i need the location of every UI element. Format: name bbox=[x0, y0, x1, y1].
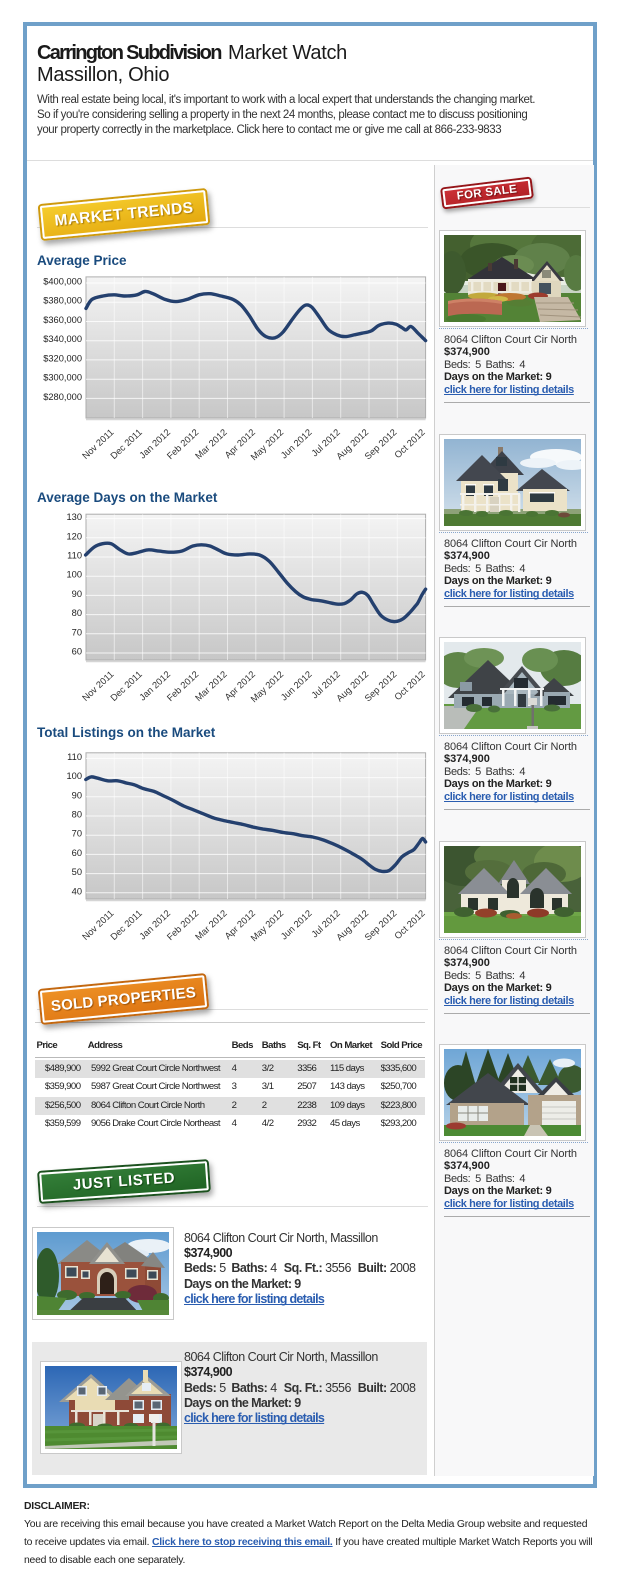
svg-text:50: 50 bbox=[72, 867, 82, 877]
svg-text:Jun 2012: Jun 2012 bbox=[279, 908, 314, 941]
svg-text:60: 60 bbox=[72, 848, 82, 858]
svg-text:$340,000: $340,000 bbox=[43, 334, 82, 344]
svg-text:Oct 2012: Oct 2012 bbox=[393, 908, 427, 941]
svg-text:100: 100 bbox=[66, 771, 82, 781]
svg-text:Oct 2012: Oct 2012 bbox=[393, 427, 427, 460]
svg-text:Jun 2012: Jun 2012 bbox=[279, 669, 314, 702]
svg-text:70: 70 bbox=[72, 627, 82, 637]
svg-text:Jun 2012: Jun 2012 bbox=[279, 427, 314, 460]
svg-text:90: 90 bbox=[72, 589, 82, 599]
svg-text:110: 110 bbox=[67, 551, 82, 561]
svg-text:$280,000: $280,000 bbox=[43, 392, 82, 402]
svg-text:$320,000: $320,000 bbox=[43, 353, 82, 363]
svg-text:130: 130 bbox=[66, 512, 82, 522]
svg-text:110: 110 bbox=[67, 752, 82, 762]
svg-text:$360,000: $360,000 bbox=[43, 315, 82, 325]
svg-text:Dec 2011: Dec 2011 bbox=[109, 669, 144, 703]
svg-text:Mar 2012: Mar 2012 bbox=[193, 427, 229, 461]
svg-text:Mar 2012: Mar 2012 bbox=[193, 908, 229, 942]
svg-text:Mar 2012: Mar 2012 bbox=[193, 669, 229, 703]
svg-text:120: 120 bbox=[66, 531, 82, 541]
svg-text:80: 80 bbox=[72, 608, 82, 618]
svg-text:60: 60 bbox=[72, 647, 82, 657]
svg-text:Dec 2011: Dec 2011 bbox=[109, 908, 144, 942]
svg-text:$300,000: $300,000 bbox=[43, 373, 82, 383]
svg-text:40: 40 bbox=[72, 886, 82, 896]
svg-text:100: 100 bbox=[66, 570, 82, 580]
svg-text:70: 70 bbox=[72, 829, 82, 839]
svg-text:Oct 2012: Oct 2012 bbox=[393, 669, 427, 702]
svg-text:$400,000: $400,000 bbox=[43, 277, 82, 287]
svg-text:$380,000: $380,000 bbox=[43, 296, 82, 306]
svg-text:Dec 2011: Dec 2011 bbox=[109, 427, 144, 461]
svg-text:90: 90 bbox=[72, 790, 82, 800]
svg-text:80: 80 bbox=[72, 810, 82, 820]
